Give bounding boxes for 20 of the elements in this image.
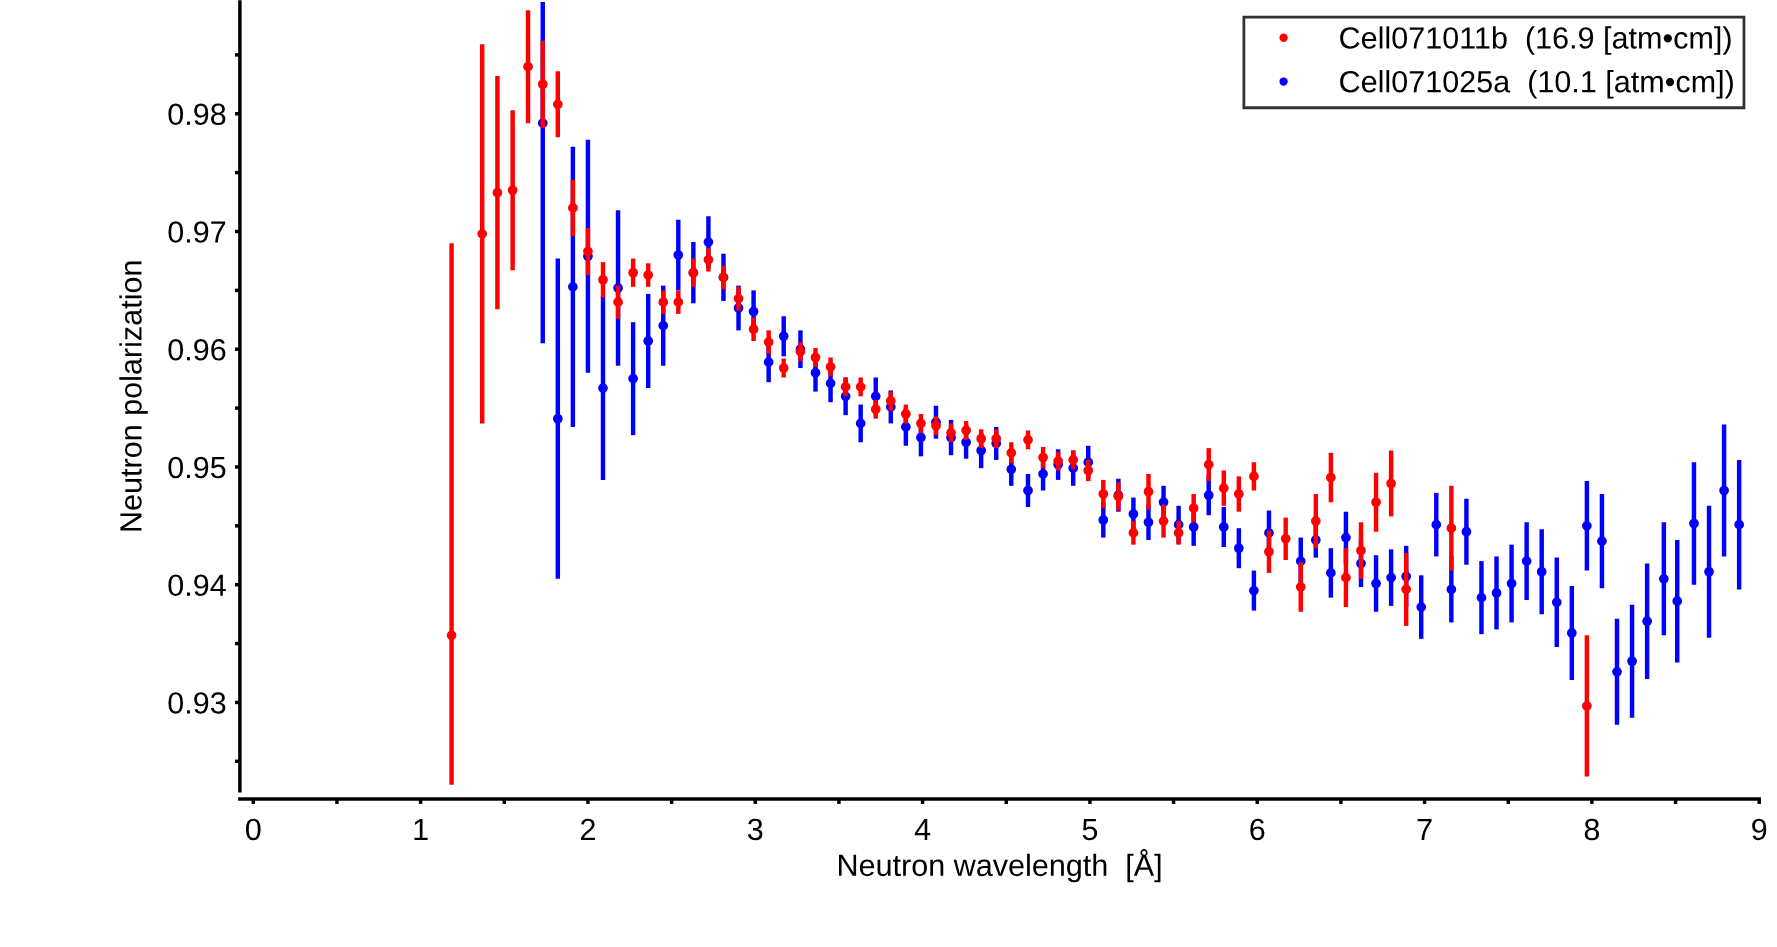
x-tick-label: 4 [914, 818, 931, 840]
y-tick-label: 0.95 [168, 456, 226, 479]
x-tick-label: 6 [1250, 818, 1265, 841]
y-tick-label: 0.98 [168, 103, 226, 126]
x-axis-title: Neutron wavelength [Å] [839, 849, 1161, 883]
x-tick-label: 3 [747, 818, 763, 841]
legend-label: Cell071011b (16.9 [atm•cm]) [1340, 26, 1731, 55]
x-tick-label: 1 [414, 818, 428, 840]
legend-label: Cell071025a (10.1 [atm•cm]) [1340, 70, 1733, 99]
x-tick-label: 5 [1082, 818, 1098, 841]
y-tick-label: 0.97 [168, 221, 226, 243]
x-tick-label: 8 [1584, 818, 1600, 841]
y-tick-label: 0.96 [168, 338, 226, 361]
x-tick-label: 2 [580, 818, 595, 840]
x-tick-label: 7 [1417, 818, 1432, 840]
y-tick-label: 0.94 [168, 574, 226, 597]
y-axis-title: Neutron polarization [119, 261, 148, 531]
x-tick-label: 0 [245, 818, 261, 841]
x-tick-label: 9 [1752, 818, 1767, 841]
y-tick-label: 0.93 [168, 692, 226, 714]
